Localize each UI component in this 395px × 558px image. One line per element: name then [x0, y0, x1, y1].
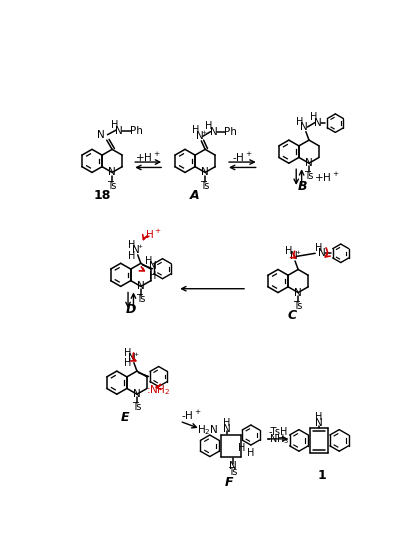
Text: N: N [201, 167, 209, 177]
Text: H: H [238, 443, 245, 453]
Text: A: A [190, 189, 200, 202]
Text: N: N [290, 252, 297, 261]
Text: E: E [121, 411, 130, 424]
Text: N: N [137, 281, 145, 291]
Text: N: N [108, 167, 116, 177]
Text: $^+$: $^+$ [200, 129, 207, 138]
Text: N: N [128, 353, 136, 363]
Text: Ts: Ts [136, 295, 145, 305]
Text: N: N [315, 418, 323, 429]
Text: H: H [128, 251, 135, 261]
Text: H: H [247, 449, 254, 459]
Text: H: H [205, 121, 213, 131]
Text: N: N [229, 461, 237, 471]
Text: Ts: Ts [107, 181, 117, 190]
Text: N: N [294, 287, 302, 297]
Text: :NH$_2$: :NH$_2$ [146, 383, 171, 397]
Text: H: H [310, 112, 317, 122]
Text: N: N [210, 127, 218, 137]
Text: +H$^+$: +H$^+$ [314, 171, 340, 184]
Text: N: N [314, 118, 322, 128]
Text: N: N [133, 389, 141, 399]
Text: H: H [124, 348, 131, 358]
Text: H: H [314, 243, 322, 253]
Text: C: C [288, 309, 297, 322]
Text: N: N [149, 261, 156, 271]
Text: Ts: Ts [228, 467, 238, 477]
Text: H: H [296, 117, 303, 127]
Text: H: H [192, 125, 199, 135]
Text: 1: 1 [318, 469, 327, 482]
Text: N: N [223, 424, 231, 434]
Text: H: H [315, 412, 323, 422]
Text: N: N [318, 248, 326, 258]
Text: H: H [111, 120, 118, 129]
Text: Ph: Ph [224, 127, 237, 137]
Text: N: N [301, 122, 308, 132]
Text: N: N [115, 126, 123, 136]
Text: F: F [225, 477, 233, 489]
Text: H: H [223, 418, 231, 427]
Text: +H$^+$: +H$^+$ [135, 151, 160, 165]
Text: H$^+$: H$^+$ [145, 228, 162, 242]
Text: N: N [132, 245, 140, 255]
Text: N: N [98, 131, 105, 141]
Text: -H$^+$: -H$^+$ [181, 408, 201, 421]
Text: -NH$_3$: -NH$_3$ [266, 432, 290, 446]
Text: Ts: Ts [132, 402, 142, 412]
Text: Ph: Ph [130, 126, 143, 136]
Text: N: N [196, 131, 203, 141]
Text: H: H [149, 271, 156, 281]
Text: $^+$: $^+$ [132, 351, 140, 360]
Text: Ts: Ts [293, 301, 303, 311]
Text: H: H [285, 246, 293, 256]
Text: $^+$: $^+$ [293, 249, 301, 258]
Text: $^+$: $^+$ [136, 243, 144, 252]
Text: H: H [145, 256, 152, 266]
Text: Ts: Ts [304, 171, 314, 181]
Text: D: D [126, 303, 136, 316]
Text: B: B [298, 180, 308, 193]
Text: H$_2$N: H$_2$N [197, 424, 218, 437]
Text: N: N [305, 158, 313, 168]
Text: -TsH: -TsH [268, 427, 288, 437]
Text: H: H [124, 358, 131, 368]
Text: H: H [128, 240, 135, 250]
Text: -H$^+$: -H$^+$ [232, 151, 252, 165]
Text: 18: 18 [93, 189, 111, 202]
Text: Ts: Ts [200, 181, 210, 190]
